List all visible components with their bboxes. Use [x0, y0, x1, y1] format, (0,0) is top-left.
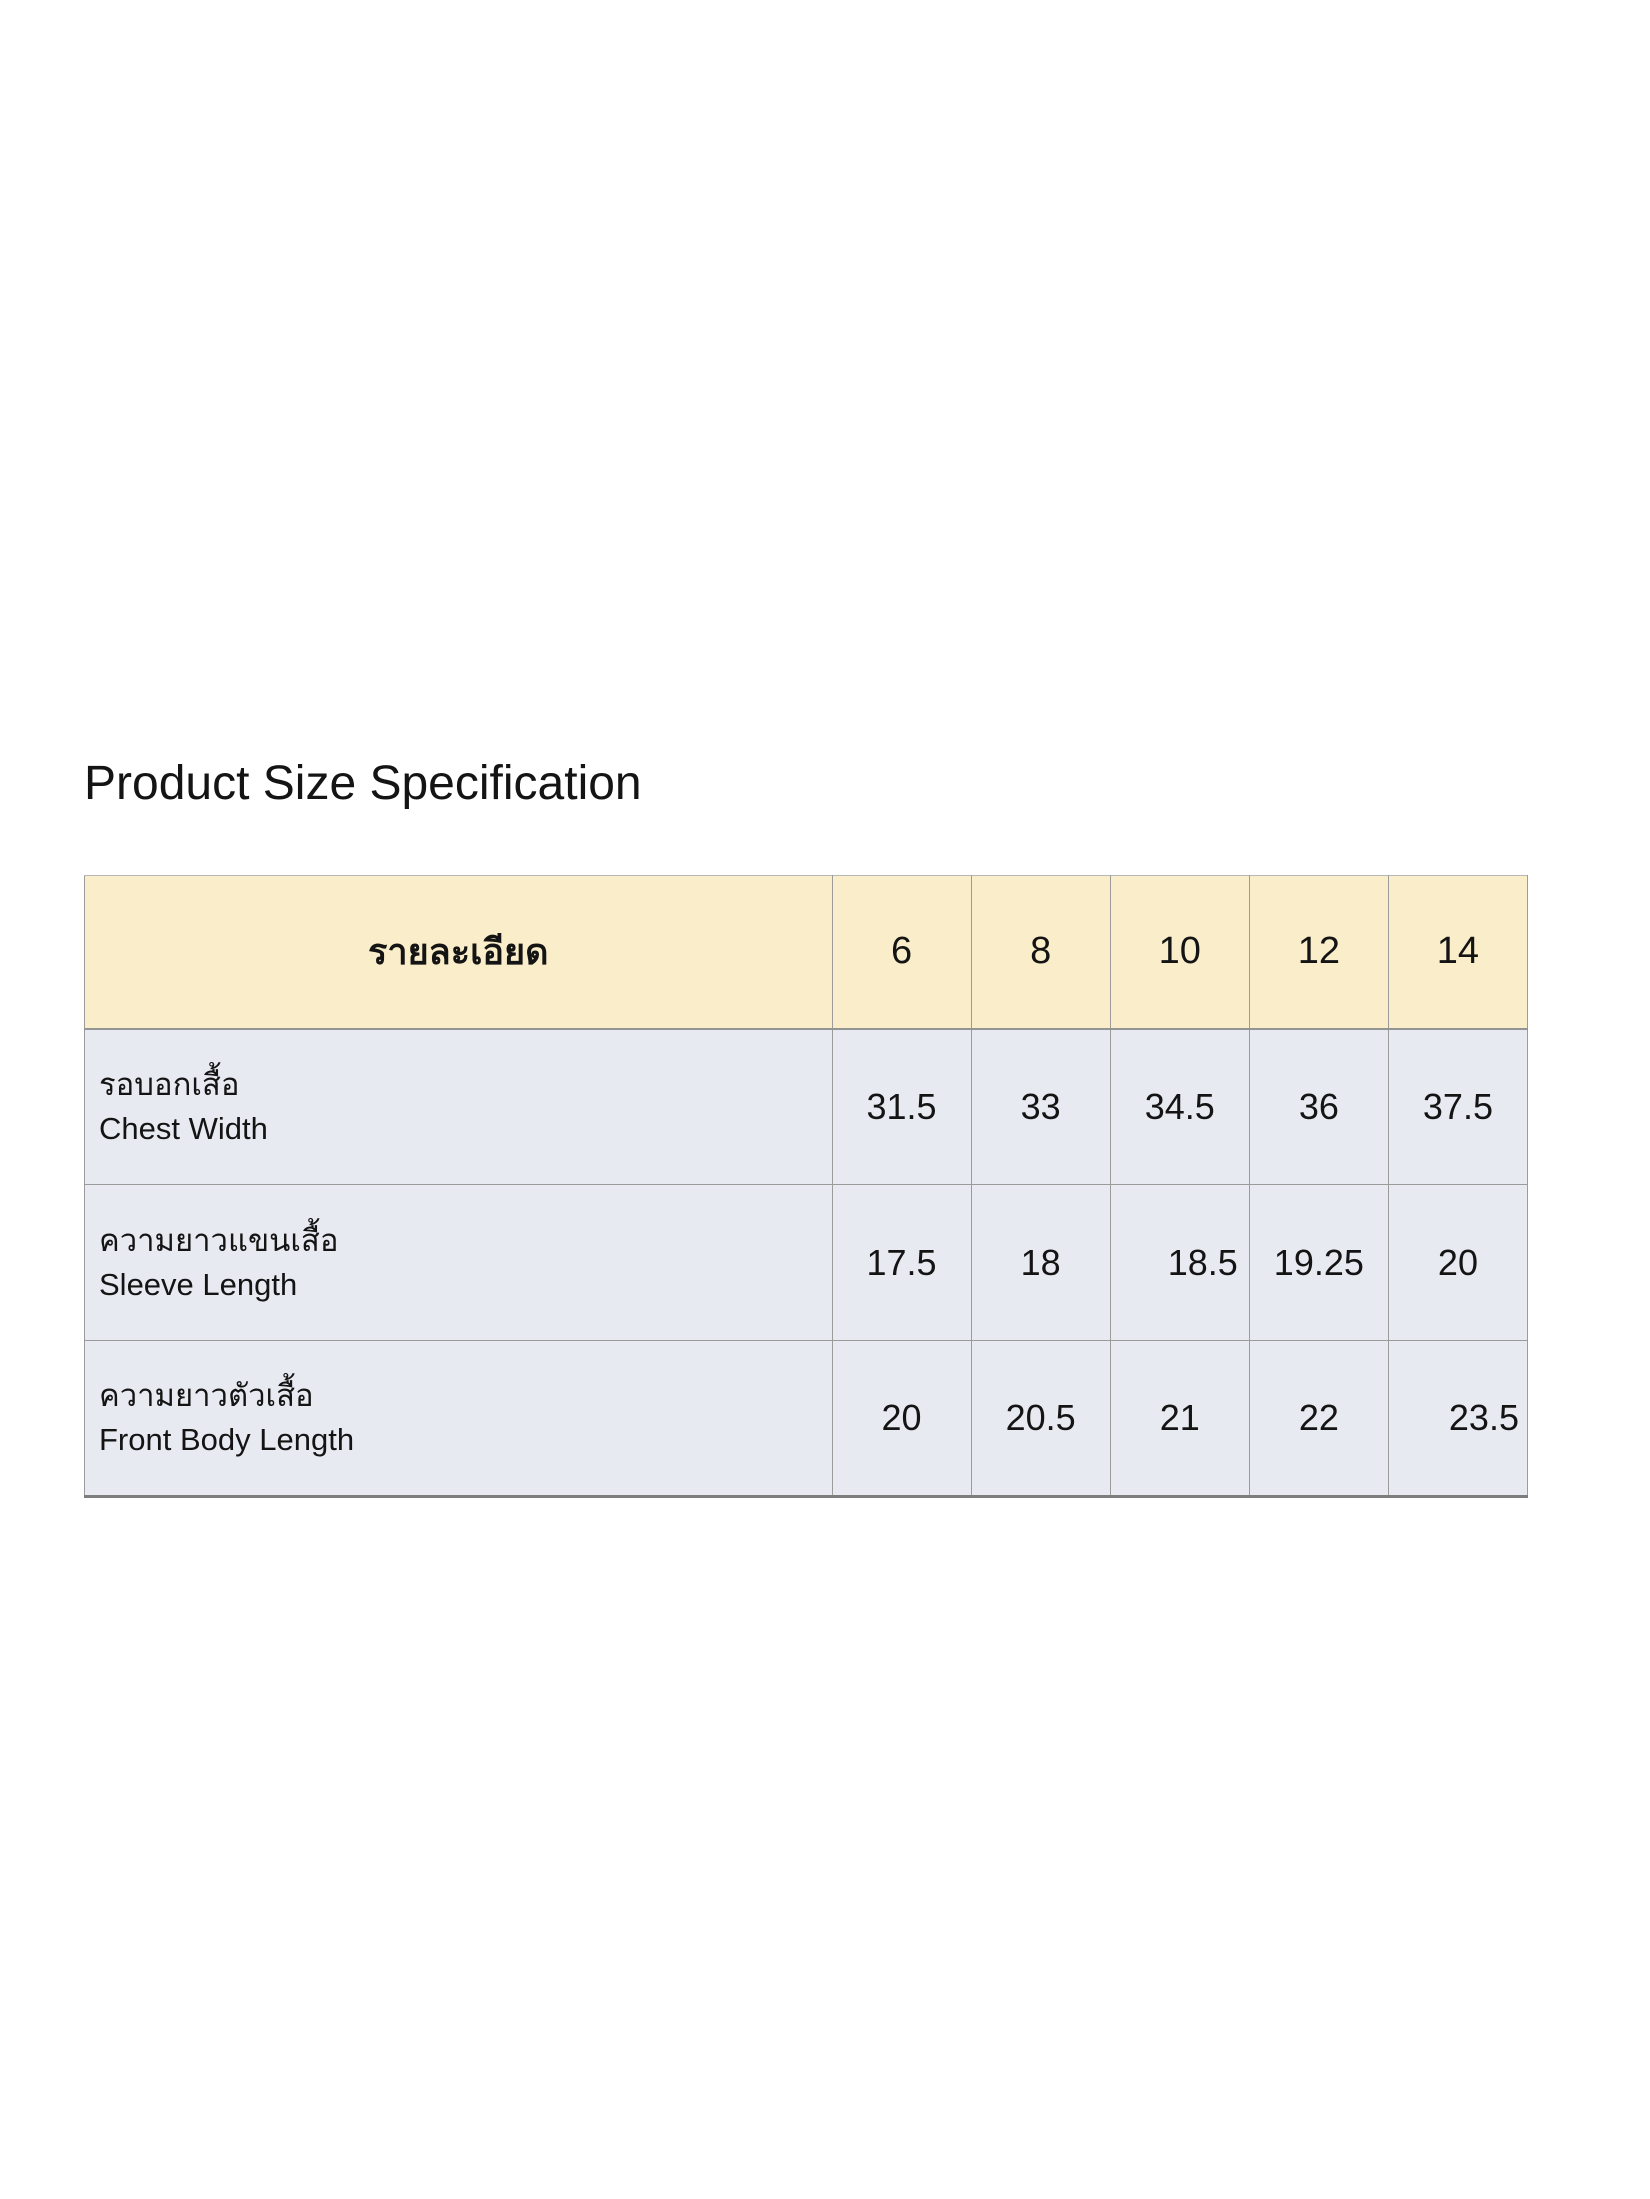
header-size-cell: 8 [970, 875, 1111, 1030]
page-title: Product Size Specification [84, 757, 642, 810]
value-cell: 21 [1109, 1340, 1250, 1497]
row-label-cell: รอบอกเสื้อ Chest Width [84, 1028, 833, 1185]
value-cell: 20 [831, 1340, 972, 1497]
table-header-row: รายละเอียด 6 8 10 12 14 [84, 875, 1529, 1030]
header-details-cell: รายละเอียด [84, 875, 833, 1030]
row-label-thai: รอบอกเสื้อ [99, 1066, 240, 1102]
header-size-cell: 12 [1248, 875, 1389, 1030]
value-cell: 31.5 [831, 1028, 972, 1185]
value-cell: 17.5 [831, 1184, 972, 1341]
row-label-cell: ความยาวแขนเสื้อ Sleeve Length [84, 1184, 833, 1341]
value-cell: 22 [1248, 1340, 1389, 1497]
table-row-chest-width: รอบอกเสื้อ Chest Width 31.5 33 34.5 36 3… [84, 1028, 1529, 1185]
value-cell: 23.5 [1387, 1340, 1529, 1497]
value-cell: 34.5 [1109, 1028, 1250, 1185]
header-size-cell: 10 [1109, 875, 1250, 1030]
value-cell: 18 [970, 1184, 1111, 1341]
value-cell: 20 [1387, 1184, 1529, 1341]
row-label-thai: ความยาวแขนเสื้อ [99, 1222, 339, 1258]
value-cell: 20.5 [970, 1340, 1111, 1497]
header-size-cell: 14 [1387, 875, 1529, 1030]
value-cell: 36 [1248, 1028, 1389, 1185]
row-label-thai: ความยาวตัวเสื้อ [99, 1378, 314, 1413]
value-cell: 19.25 [1248, 1184, 1389, 1341]
value-cell: 33 [970, 1028, 1111, 1185]
row-label-english: Sleeve Length [99, 1266, 298, 1302]
table-row-front-body-length: ความยาวตัวเสื้อ Front Body Length 20 20.… [84, 1340, 1529, 1497]
table-row-sleeve-length: ความยาวแขนเสื้อ Sleeve Length 17.5 18 18… [84, 1184, 1529, 1341]
row-label-english: Front Body Length [99, 1422, 355, 1457]
size-spec-table: รายละเอียด 6 8 10 12 14 รอบอกเสื้อ Chest… [84, 875, 1529, 1498]
value-cell: 37.5 [1387, 1028, 1529, 1185]
header-size-cell: 6 [831, 875, 972, 1030]
row-label-english: Chest Width [99, 1110, 268, 1146]
row-label-cell: ความยาวตัวเสื้อ Front Body Length [84, 1340, 833, 1497]
value-cell: 18.5 [1109, 1184, 1250, 1341]
